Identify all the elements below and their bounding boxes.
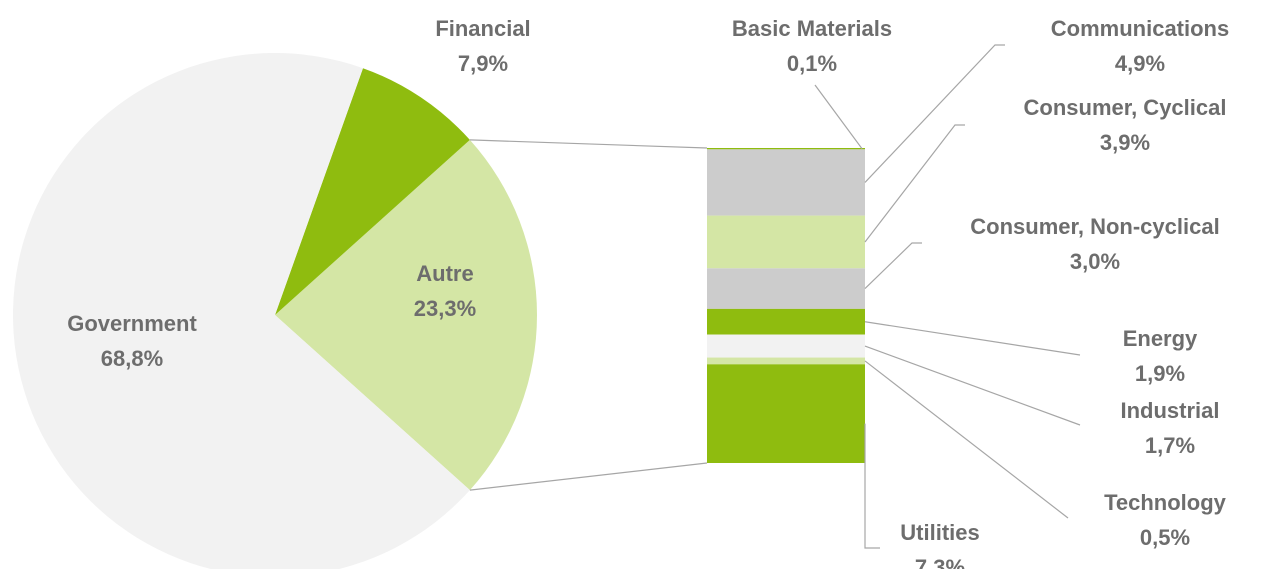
pie-value-label: 68,8% (101, 346, 163, 371)
leader-line (864, 44, 1005, 183)
bar-label: Basic Materials (732, 16, 892, 41)
pie-value-label: 23,3% (414, 296, 476, 321)
bar-value-label: 0,1% (787, 51, 837, 76)
bar-label: Consumer, Non-cyclical (970, 214, 1219, 239)
bar-value-label: 3,9% (1100, 130, 1150, 155)
pie-slice (275, 139, 537, 491)
bar-label: Industrial (1120, 398, 1219, 423)
connector (469, 139, 708, 149)
bar-segment (707, 334, 865, 358)
leader-line (864, 423, 880, 549)
bar-value-label: 4,9% (1115, 51, 1165, 76)
bar-value-label: 0,5% (1140, 525, 1190, 550)
connector (469, 462, 708, 491)
bar-label: Technology (1104, 490, 1227, 515)
leader-line (814, 84, 863, 150)
leader-line (864, 124, 965, 243)
bar-label: Consumer, Cyclical (1024, 95, 1227, 120)
bar-value-label: 1,9% (1135, 361, 1185, 386)
pie-slice (275, 68, 470, 315)
pie-slice (13, 53, 470, 569)
bar-segment (707, 149, 865, 216)
bar-value-label: 3,0% (1070, 249, 1120, 274)
bar-value-label: 1,7% (1145, 433, 1195, 458)
leader-line (864, 321, 1081, 356)
leader-line (864, 242, 922, 290)
bar-segment (707, 215, 865, 269)
pie-label: Government (67, 311, 197, 336)
bar-label: Utilities (900, 520, 979, 545)
leader-line (864, 345, 1081, 426)
bar-segment (707, 268, 865, 309)
bar-segment (707, 364, 865, 463)
pie-label: Financial (435, 16, 530, 41)
bar-segment (707, 148, 865, 150)
leader-line (864, 360, 1069, 519)
bar-value-label: 7,3% (915, 555, 965, 569)
pie-value-label: 7,9% (458, 51, 508, 76)
pie-label: Autre (416, 261, 473, 286)
bar-segment (707, 357, 865, 365)
bar-segment (707, 308, 865, 335)
bar-label: Communications (1051, 16, 1229, 41)
bar-label: Energy (1123, 326, 1198, 351)
